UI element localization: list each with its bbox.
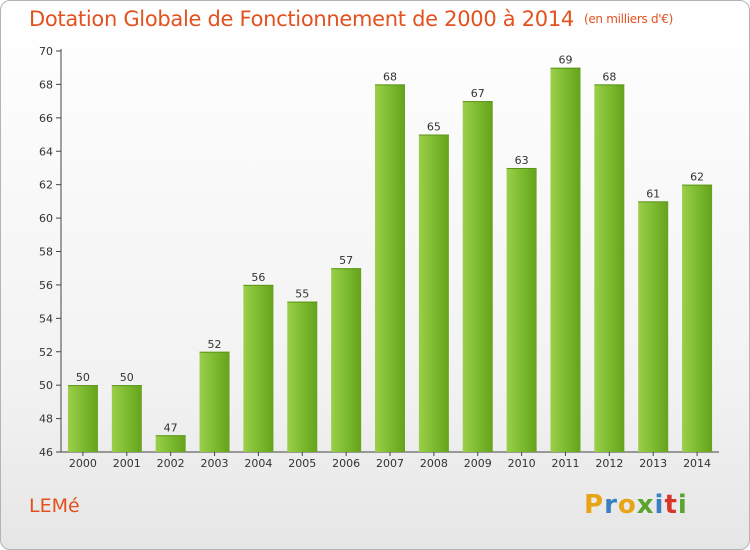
x-tick-label: 2005 [288, 457, 316, 470]
x-tick-label: 2000 [69, 457, 97, 470]
x-tick-label: 2003 [201, 457, 229, 470]
x-tick-label: 2002 [157, 457, 185, 470]
x-tick-label: 2004 [244, 457, 272, 470]
logo-letter: t [664, 490, 678, 520]
y-tick-label: 48 [39, 413, 53, 426]
bar-value-label: 67 [471, 87, 485, 100]
bar [199, 351, 230, 452]
logo-letter: r [604, 490, 618, 520]
bar-value-label: 62 [690, 171, 704, 184]
y-tick-label: 62 [39, 179, 53, 192]
chart-title: Dotation Globale de Fonctionnement de 20… [29, 7, 673, 31]
y-tick-label: 70 [39, 45, 53, 58]
bar [375, 84, 405, 453]
bar [243, 284, 274, 452]
bar-value-label: 47 [164, 421, 178, 434]
unit-label: (en milliers d'€) [583, 12, 673, 26]
y-tick-label: 46 [39, 446, 53, 459]
x-tick-label: 2011 [551, 457, 579, 470]
x-tick-label: 2013 [639, 457, 667, 470]
bar-value-label: 63 [515, 154, 529, 167]
y-tick-label: 54 [39, 312, 53, 325]
logo-letter: o [617, 490, 637, 520]
bar [638, 201, 669, 452]
x-tick-label: 2009 [464, 457, 492, 470]
bar [111, 385, 142, 452]
title-text: Dotation Globale de Fonctionnement de 20… [29, 7, 574, 31]
bar [682, 184, 713, 452]
x-tick-label: 2010 [508, 457, 536, 470]
y-tick-label: 50 [39, 379, 53, 392]
bar [287, 301, 318, 452]
logo-letter: x [636, 490, 655, 520]
y-tick-label: 58 [39, 246, 53, 259]
logo-letter: P [584, 490, 605, 520]
commune-name: LEMé [29, 495, 80, 517]
x-tick-label: 2007 [376, 457, 404, 470]
y-tick-label: 52 [39, 346, 53, 359]
y-tick-label: 64 [39, 145, 53, 158]
x-tick-label: 2001 [113, 457, 141, 470]
bar-value-label: 57 [339, 254, 353, 267]
bar [155, 435, 186, 452]
bar-value-label: 69 [558, 54, 572, 67]
x-tick-label: 2012 [595, 457, 623, 470]
bar-value-label: 52 [208, 338, 222, 351]
logo-letter: i [654, 490, 665, 520]
bar-value-label: 68 [602, 70, 616, 83]
y-tick-label: 68 [39, 78, 53, 91]
y-tick-label: 66 [39, 112, 53, 125]
y-tick-label: 56 [39, 279, 53, 292]
bar [462, 101, 493, 452]
x-tick-label: 2014 [683, 457, 711, 470]
x-tick-label: 2006 [332, 457, 360, 470]
bar [67, 385, 98, 452]
bar [550, 67, 581, 452]
bar-value-label: 65 [427, 121, 441, 134]
bar-value-label: 50 [76, 371, 90, 384]
x-tick-label: 2008 [420, 457, 448, 470]
bar [418, 134, 449, 452]
bar-value-label: 61 [646, 187, 660, 200]
bar [331, 268, 362, 452]
bar-value-label: 56 [251, 271, 265, 284]
bar [594, 84, 625, 453]
bar-value-label: 50 [120, 371, 134, 384]
proxiti-logo: Proxiti [584, 490, 688, 520]
y-tick-label: 60 [39, 212, 53, 225]
bar [506, 167, 537, 453]
bar-value-label: 68 [383, 70, 397, 83]
logo-letter: i [677, 490, 688, 520]
bar-value-label: 55 [295, 288, 309, 301]
